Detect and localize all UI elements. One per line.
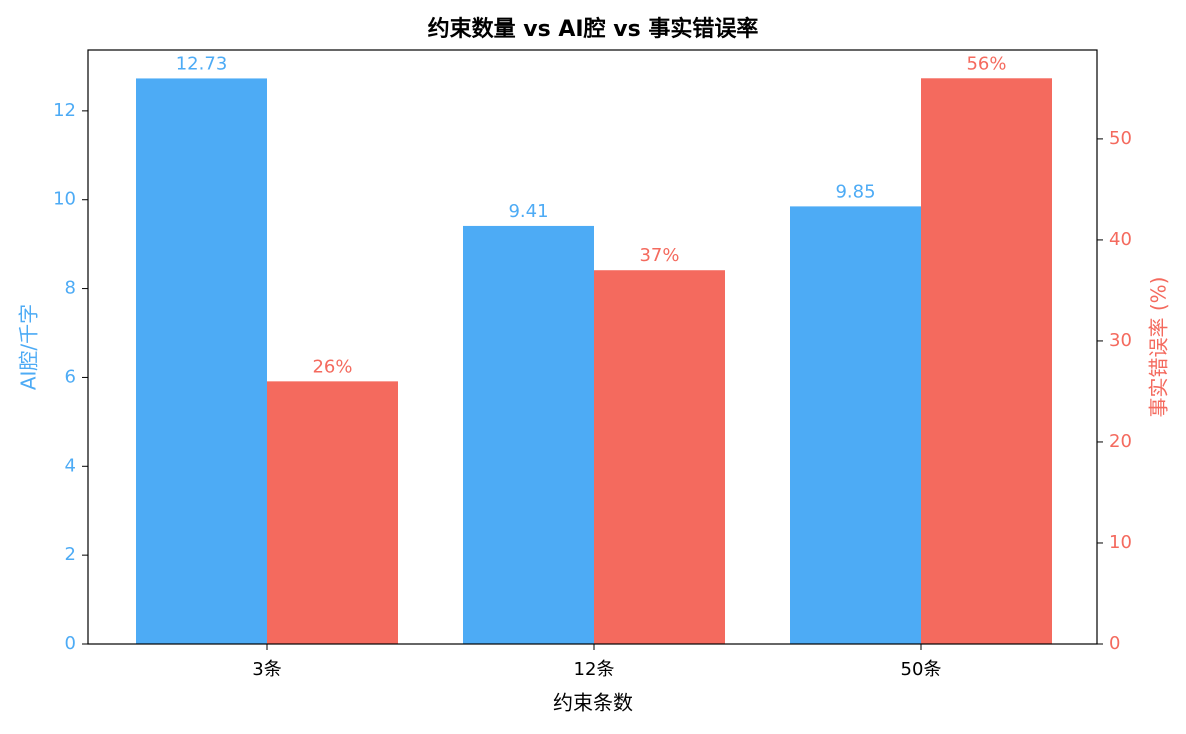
bar: [594, 270, 725, 644]
value-label: 56%: [966, 53, 1006, 74]
y-tick-label: 4: [65, 455, 76, 476]
y2-axis-label: 事实错误率 (%): [1147, 277, 1171, 418]
y-axis-label: AI腔/千字: [17, 304, 41, 390]
y2-tick-label: 20: [1109, 431, 1132, 452]
y2-tick-label: 30: [1109, 330, 1132, 351]
bar: [921, 78, 1052, 645]
value-label: 9.85: [835, 181, 875, 202]
y-tick-label: 0: [65, 633, 76, 654]
y-tick-label: 12: [53, 100, 76, 121]
bar: [790, 206, 921, 645]
x-tick-label: 3条: [252, 659, 281, 680]
chart-title: 约束数量 vs AI腔 vs 事实错误率: [428, 16, 759, 42]
y2-tick-label: 50: [1109, 128, 1132, 149]
y2-tick-label: 40: [1109, 229, 1132, 250]
value-label: 26%: [312, 356, 352, 377]
bar: [463, 225, 594, 644]
x-axis-label: 约束条数: [553, 691, 633, 715]
x-tick-label: 50条: [901, 659, 942, 680]
y2-tick-label: 0: [1109, 633, 1120, 654]
value-label: 37%: [639, 245, 679, 266]
y-tick-label: 6: [65, 366, 76, 387]
value-label: 12.73: [176, 53, 228, 74]
y-tick-label: 8: [65, 278, 76, 299]
plot-frame: [87, 49, 1098, 645]
value-label: 9.41: [508, 201, 548, 222]
y2-tick-label: 10: [1109, 532, 1132, 553]
y-tick-label: 10: [53, 189, 76, 210]
y-tick-label: 2: [65, 544, 76, 565]
x-tick-label: 12条: [574, 659, 615, 680]
bar: [267, 381, 398, 644]
bar: [136, 78, 267, 644]
